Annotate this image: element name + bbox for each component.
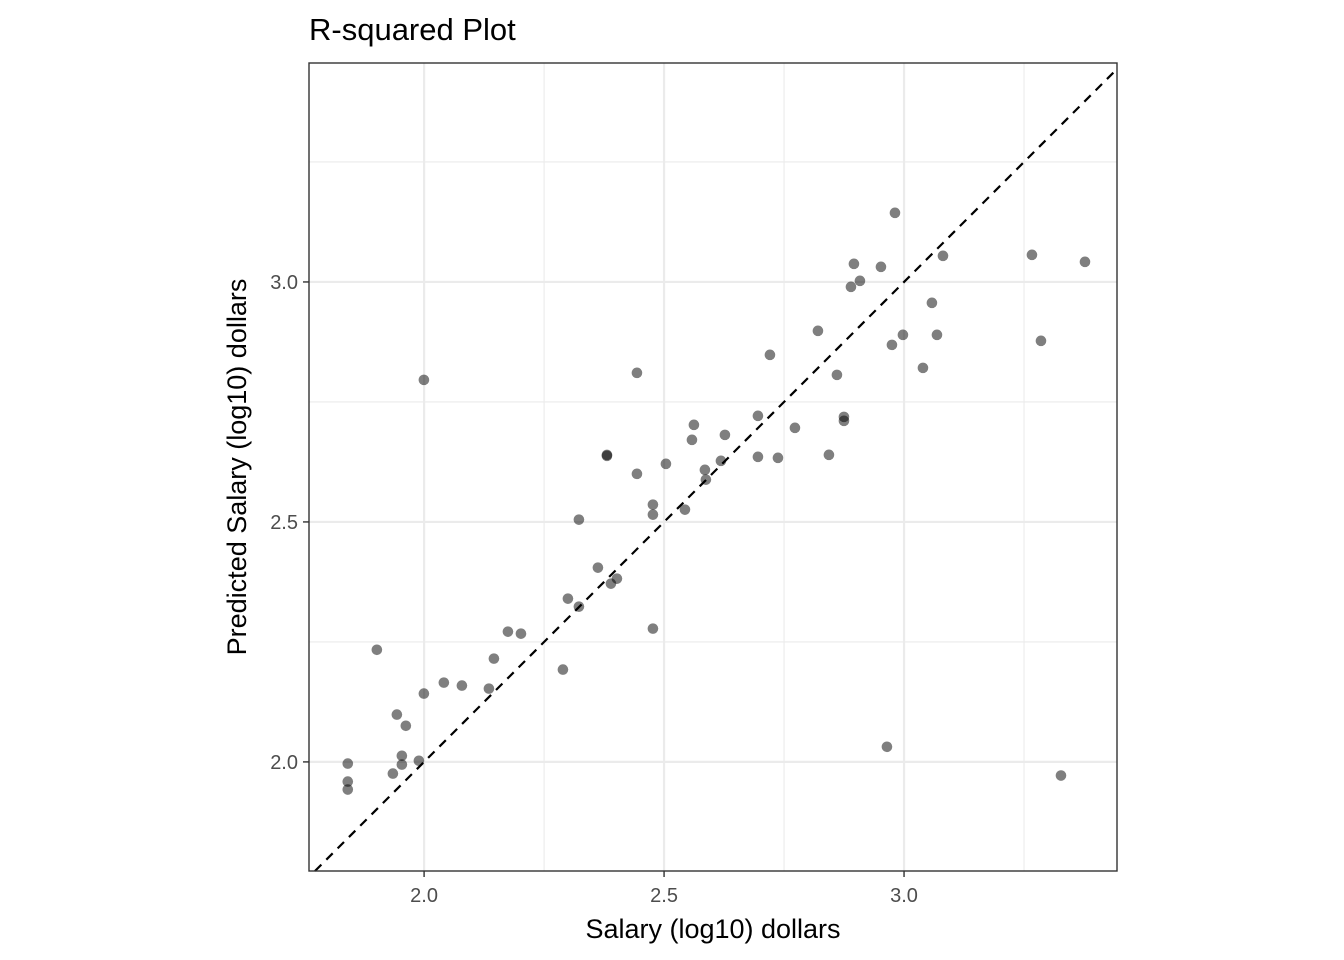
data-point [456, 680, 468, 691]
data-point [1055, 770, 1067, 781]
panel-background [309, 63, 1117, 871]
data-point [631, 367, 643, 379]
data-point [631, 468, 643, 480]
data-point [371, 644, 383, 656]
data-point [601, 450, 613, 462]
data-point [699, 464, 711, 476]
data-points [342, 207, 1091, 795]
data-point [396, 750, 408, 762]
x-tick-label: 2.0 [410, 885, 438, 907]
data-point [897, 329, 909, 341]
data-point [1079, 256, 1091, 268]
data-point [854, 275, 866, 287]
data-point [823, 449, 835, 461]
data-point [752, 410, 764, 422]
data-point [573, 514, 585, 525]
data-point [881, 741, 893, 753]
data-point [848, 258, 860, 270]
data-point [387, 768, 399, 779]
y-tick-label: 2.5 [270, 512, 298, 534]
data-point [926, 297, 938, 309]
reference-line-y-equals-x [314, 68, 1118, 872]
y-tick-label: 2.0 [270, 752, 298, 774]
data-point [418, 688, 430, 699]
data-point [647, 623, 659, 634]
data-point [391, 709, 403, 720]
data-point [1035, 335, 1047, 347]
x-axis-title: Salary (log10) dollars [585, 914, 840, 944]
y-axis: 2.0 2.5 3.0 [270, 272, 309, 774]
data-point [875, 261, 887, 273]
data-point [1026, 249, 1038, 261]
data-point [845, 281, 857, 293]
data-point [838, 415, 850, 427]
data-point [889, 207, 901, 219]
x-tick-label: 2.5 [650, 885, 678, 907]
data-point [686, 434, 698, 446]
data-point [937, 250, 949, 262]
data-point [789, 422, 801, 434]
data-point [660, 458, 672, 470]
data-point [418, 374, 430, 386]
panel-border [308, 62, 1118, 872]
data-point [438, 677, 450, 688]
data-point [917, 362, 929, 374]
data-point [719, 429, 731, 441]
data-point [647, 499, 659, 510]
data-point [396, 759, 408, 770]
data-point [772, 452, 784, 464]
grid-minor [309, 63, 1117, 871]
data-point [679, 504, 691, 515]
data-point [515, 628, 527, 639]
data-point [752, 451, 764, 463]
data-point [764, 349, 776, 361]
data-point [647, 509, 659, 520]
data-point [483, 683, 495, 694]
data-point [342, 784, 354, 795]
grid-major [309, 63, 1117, 871]
y-tick-label: 3.0 [270, 272, 298, 294]
x-axis: 2.0 2.5 3.0 [410, 871, 918, 907]
data-point [400, 720, 412, 732]
data-point [931, 329, 943, 341]
data-point [562, 593, 574, 604]
data-point [611, 573, 623, 584]
y-axis-title: Predicted Salary (log10) dollars [222, 279, 252, 656]
data-point [557, 664, 569, 675]
plot-panel [308, 62, 1118, 872]
x-tick-label: 3.0 [890, 885, 918, 907]
data-point [831, 369, 843, 381]
data-point [488, 653, 500, 664]
data-point [342, 776, 354, 787]
chart-title: R-squared Plot [309, 12, 516, 47]
data-point [502, 626, 514, 637]
data-point [592, 562, 604, 573]
data-point [342, 758, 354, 769]
data-point [688, 419, 700, 431]
data-point [886, 339, 898, 351]
data-point [812, 325, 824, 337]
